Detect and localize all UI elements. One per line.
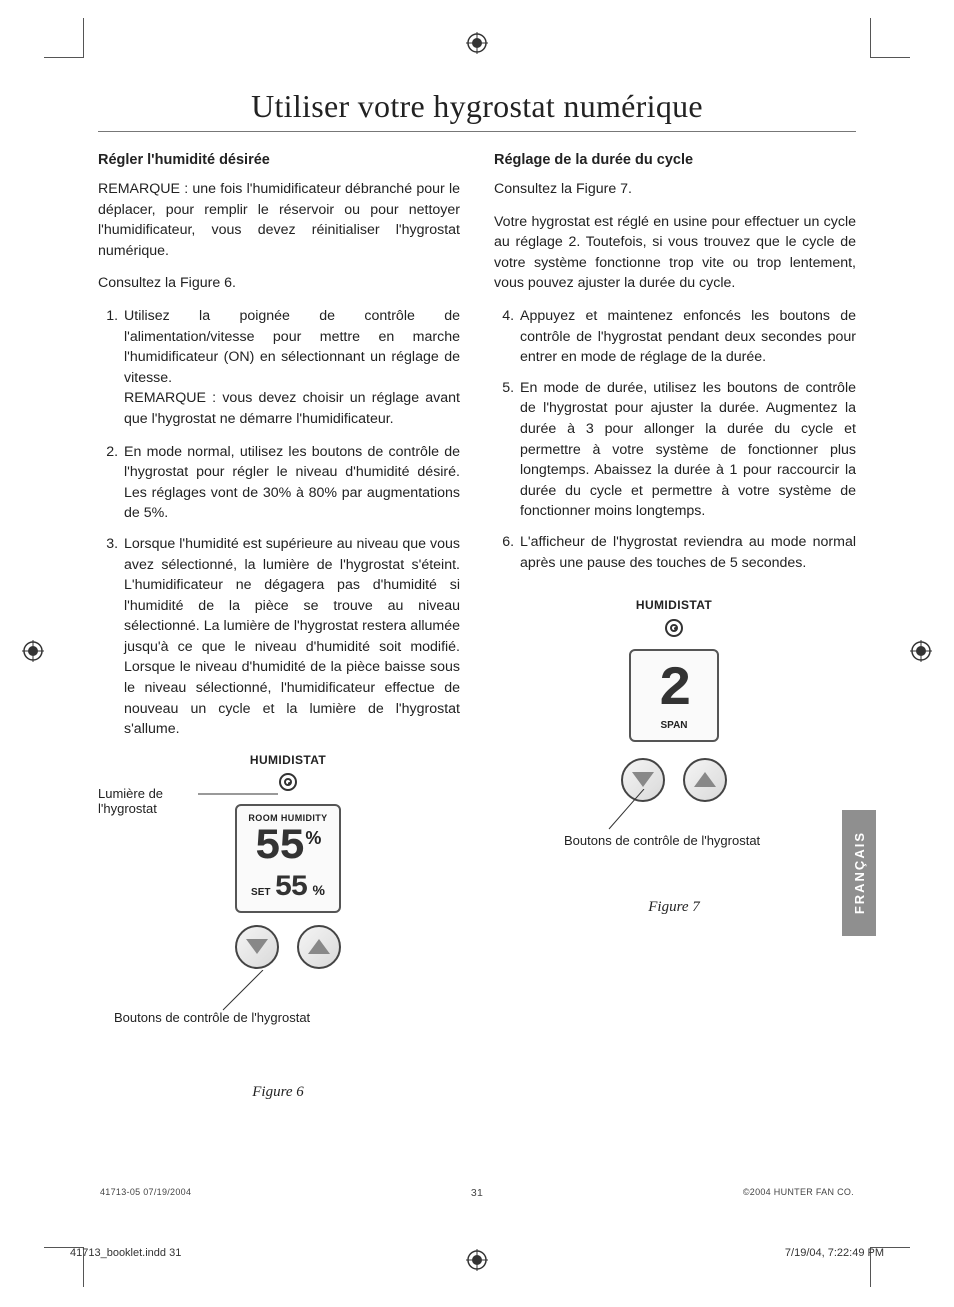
registration-mark — [910, 640, 932, 662]
step-4: Appuyez et maintenez enfoncés les bouton… — [518, 306, 856, 368]
figure-7-caption: Figure 7 — [494, 897, 854, 919]
set-pct: % — [313, 880, 325, 900]
down-button[interactable] — [235, 925, 279, 969]
up-button[interactable] — [683, 758, 727, 802]
up-button[interactable] — [297, 925, 341, 969]
heading-set-humidity: Régler l'humidité désirée — [98, 150, 460, 171]
registration-mark — [466, 32, 488, 54]
step-2: En mode normal, utilisez les boutons de … — [122, 442, 460, 524]
cycle-intro: Votre hygrostat est réglé en usine pour … — [494, 212, 856, 294]
column-left: Régler l'humidité désirée REMARQUE : une… — [98, 150, 460, 1104]
slug-filename: 41713_booklet.indd 31 — [70, 1247, 181, 1259]
triangle-up-icon — [694, 772, 716, 787]
slug-timestamp: 7/19/04, 7:22:49 PM — [785, 1247, 884, 1259]
humidistat-label: HUMIDISTAT — [594, 597, 754, 614]
room-humidity-pct: % — [305, 828, 321, 848]
span-value: 2 — [658, 657, 690, 721]
lcd-display: ROOM HUMIDITY 55% SET 55% — [235, 804, 341, 913]
crop-mark — [870, 18, 910, 58]
triangle-up-icon — [308, 939, 330, 954]
triangle-down-icon — [632, 772, 654, 787]
figure-7: HUMIDISTAT 2 SPAN — [494, 597, 854, 919]
figure-6: HUMIDISTAT ROOM HUMIDITY 55% SET 55% — [98, 752, 458, 1104]
humidistat-label: HUMIDISTAT — [228, 752, 348, 769]
step-5: En mode de durée, utilisez les boutons d… — [518, 378, 856, 522]
lcd-display: 2 SPAN — [629, 649, 719, 742]
step-1-note: REMARQUE : vous devez choisir un réglage… — [124, 388, 460, 429]
figure-6-caption: Figure 6 — [98, 1082, 458, 1104]
page-body: Utiliser votre hygrostat numérique Régle… — [98, 88, 856, 1167]
page-title: Utiliser votre hygrostat numérique — [98, 88, 856, 132]
callout-control-buttons: Boutons de contrôle de l'hygrostat — [114, 1010, 314, 1026]
humidistat-led-icon — [665, 619, 683, 637]
page-number: 31 — [471, 1187, 483, 1199]
column-right: Réglage de la durée du cycle Consultez l… — [494, 150, 856, 1104]
see-figure-6: Consultez la Figure 6. — [98, 273, 460, 294]
callout-control-buttons: Boutons de contrôle de l'hygrostat — [564, 833, 784, 849]
step-3: Lorsque l'humidité est supérieure au niv… — [122, 534, 460, 740]
heading-cycle-duration: Réglage de la durée du cycle — [494, 150, 856, 171]
callout-led-light: Lumière de l'hygrostat — [98, 786, 206, 817]
footer-left: 41713-05 07/19/2004 — [100, 1187, 191, 1197]
callout-line — [198, 782, 288, 802]
triangle-down-icon — [246, 939, 268, 954]
room-humidity-value: 55 — [255, 822, 304, 872]
callout-line — [604, 789, 664, 839]
page-footer: 41713-05 07/19/2004 31 ©2004 HUNTER FAN … — [100, 1187, 854, 1197]
note-reset: REMARQUE : une fois l'humidificateur déb… — [98, 179, 460, 261]
crop-mark — [44, 18, 84, 58]
set-value: 55 — [274, 873, 306, 903]
set-label: SET — [251, 886, 270, 901]
indesign-slug: 41713_booklet.indd 31 7/19/04, 7:22:49 P… — [70, 1247, 884, 1259]
span-label: SPAN — [639, 719, 709, 734]
registration-mark — [22, 640, 44, 662]
step-1: Utilisez la poignée de contrôle de l'ali… — [122, 306, 460, 430]
see-figure-7: Consultez la Figure 7. — [494, 179, 856, 200]
step-1-text: Utilisez la poignée de contrôle de l'ali… — [124, 308, 460, 386]
footer-right: ©2004 HUNTER FAN CO. — [743, 1187, 854, 1197]
step-6: L'afficheur de l'hygrostat reviendra au … — [518, 532, 856, 573]
